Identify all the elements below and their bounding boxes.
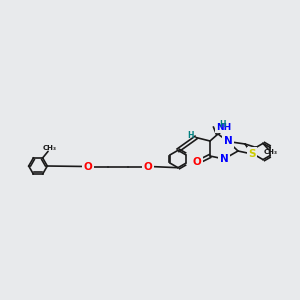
Text: S: S bbox=[248, 149, 256, 159]
Text: H: H bbox=[220, 120, 226, 129]
Text: O: O bbox=[193, 158, 201, 167]
Text: CH₃: CH₃ bbox=[263, 149, 278, 155]
Text: NH: NH bbox=[217, 123, 232, 132]
Text: O: O bbox=[144, 161, 152, 172]
Text: CH₃: CH₃ bbox=[43, 145, 56, 151]
Text: O: O bbox=[84, 161, 92, 172]
Text: N: N bbox=[224, 136, 232, 146]
Text: H: H bbox=[187, 130, 194, 140]
Text: N: N bbox=[220, 154, 228, 164]
